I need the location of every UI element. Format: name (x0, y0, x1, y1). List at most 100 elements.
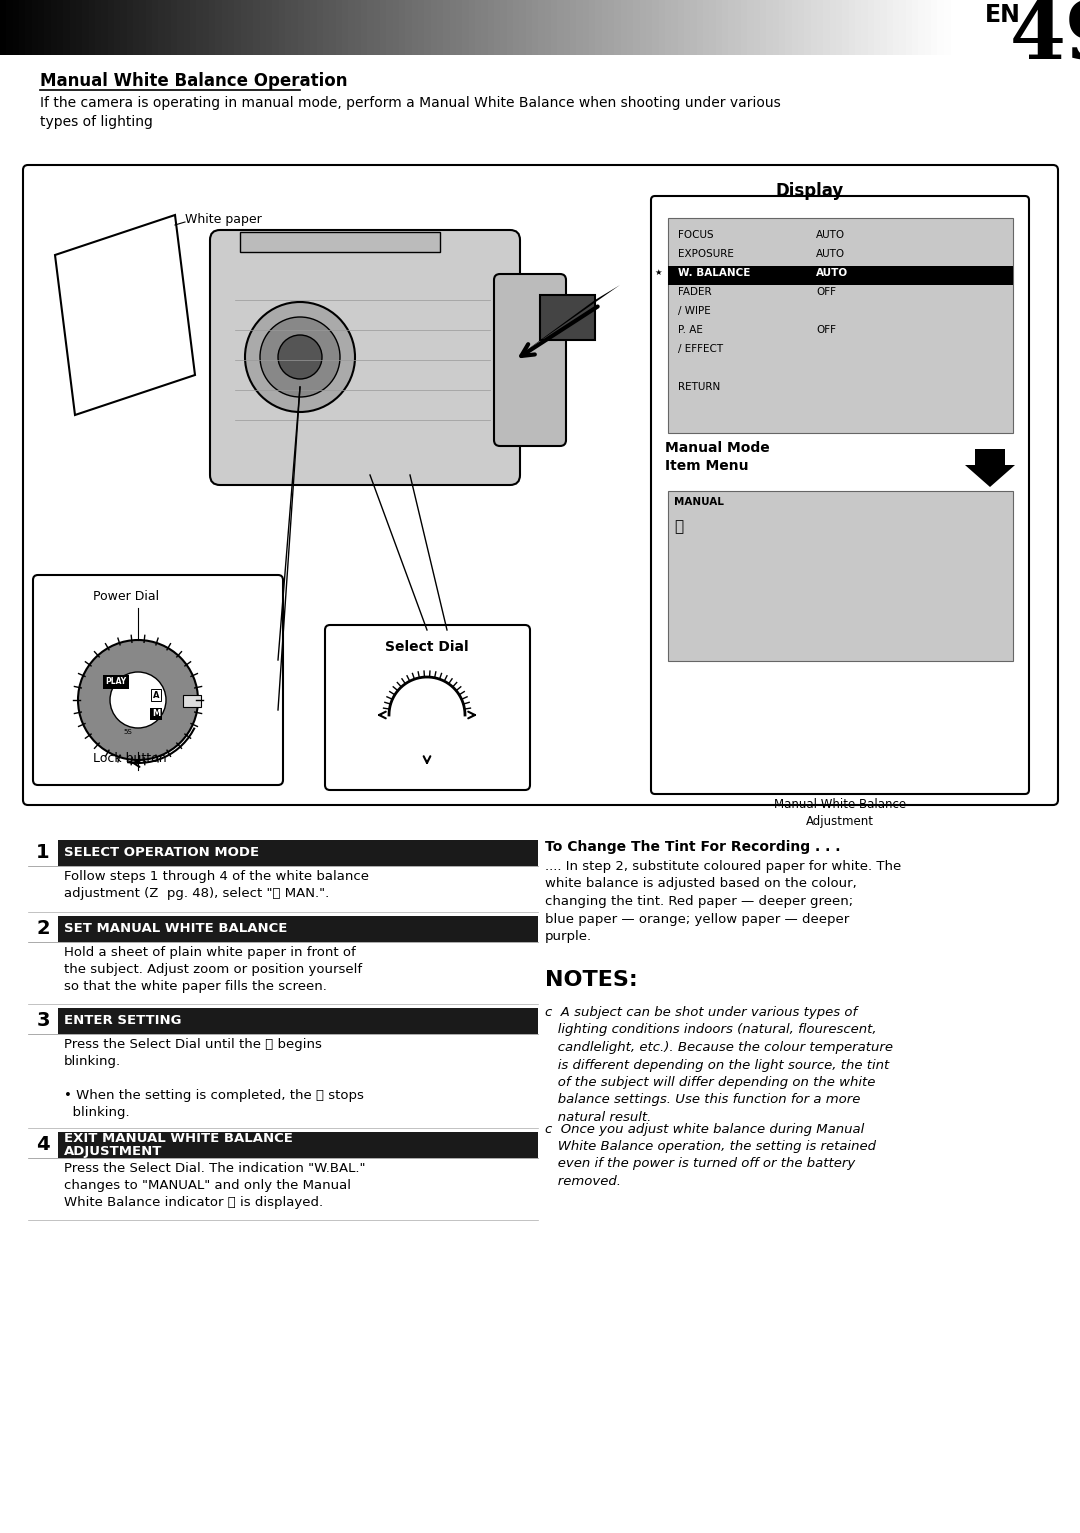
Bar (475, 0, 483, 55)
Bar (329, 0, 337, 55)
Bar (760, 0, 767, 55)
Bar (665, 0, 673, 55)
Text: M: M (152, 710, 160, 719)
Bar (342, 0, 349, 55)
Bar (862, 0, 868, 55)
Bar (880, 0, 888, 55)
Bar (28, 840, 58, 866)
Text: Item Menu: Item Menu (665, 458, 748, 474)
Text: Power Dial: Power Dial (93, 590, 159, 602)
Bar (723, 0, 729, 55)
Polygon shape (55, 215, 195, 415)
Bar (842, 0, 850, 55)
Bar (482, 0, 488, 55)
Bar (931, 0, 939, 55)
Bar (303, 0, 311, 55)
Bar (259, 0, 267, 55)
Bar (354, 0, 362, 55)
Bar (431, 0, 438, 55)
FancyBboxPatch shape (494, 274, 566, 446)
Text: If the camera is operating in manual mode, perform a Manual White Balance when s: If the camera is operating in manual mod… (40, 97, 781, 129)
Bar (836, 0, 843, 55)
Bar (849, 0, 856, 55)
Bar (669, 218, 1013, 432)
Text: AUTO: AUTO (816, 248, 846, 259)
Bar (646, 0, 653, 55)
Bar (411, 0, 419, 55)
Text: W. BALANCE: W. BALANCE (678, 268, 751, 277)
Bar (577, 0, 583, 55)
Bar (767, 0, 773, 55)
Bar (519, 0, 527, 55)
Bar (76, 0, 83, 55)
Text: Manual White Balance Operation: Manual White Balance Operation (40, 72, 348, 90)
Bar (608, 0, 616, 55)
Bar (811, 0, 818, 55)
Bar (0, 0, 8, 55)
Bar (728, 0, 735, 55)
Text: ␇: ␇ (674, 520, 684, 533)
Text: 49: 49 (1010, 0, 1080, 77)
Text: c  A subject can be shot under various types of
   lighting conditions indoors (: c A subject can be shot under various ty… (545, 1006, 893, 1124)
Bar (798, 0, 806, 55)
Bar (38, 0, 45, 55)
Bar (146, 0, 153, 55)
Text: Display: Display (775, 182, 845, 199)
Bar (488, 0, 495, 55)
Text: 4: 4 (37, 1136, 50, 1154)
Text: White paper: White paper (185, 213, 261, 225)
Bar (690, 0, 698, 55)
Bar (874, 0, 881, 55)
Text: Follow steps 1 through 4 of the white balance
adjustment (Z  pg. 48), select "␇ : Follow steps 1 through 4 of the white ba… (64, 871, 369, 900)
Bar (361, 0, 368, 55)
Bar (203, 0, 210, 55)
Bar (570, 0, 578, 55)
Bar (316, 0, 324, 55)
Bar (139, 0, 147, 55)
Bar (210, 0, 216, 55)
Text: EXPOSURE: EXPOSURE (678, 248, 734, 259)
Bar (589, 0, 596, 55)
Bar (152, 0, 160, 55)
Bar (627, 0, 634, 55)
Text: Press the Select Dial. The indication "W.BAL."
changes to "MANUAL" and only the : Press the Select Dial. The indication "W… (64, 1162, 365, 1210)
Bar (266, 0, 273, 55)
Circle shape (260, 317, 340, 397)
Bar (540, 294, 595, 340)
Text: / WIPE: / WIPE (678, 307, 711, 316)
Text: MANUAL: MANUAL (674, 497, 724, 507)
Bar (95, 0, 103, 55)
Bar (672, 0, 678, 55)
Bar (621, 0, 627, 55)
FancyBboxPatch shape (651, 196, 1029, 794)
Bar (298, 0, 305, 55)
Bar (25, 0, 32, 55)
Bar (677, 0, 685, 55)
Bar (918, 0, 926, 55)
Bar (323, 0, 330, 55)
Bar (57, 0, 65, 55)
Circle shape (245, 302, 355, 412)
Bar (906, 0, 913, 55)
Bar (393, 0, 400, 55)
Bar (615, 0, 622, 55)
Text: OFF: OFF (816, 325, 836, 336)
Bar (716, 0, 723, 55)
Bar (526, 0, 534, 55)
Bar (374, 0, 381, 55)
FancyBboxPatch shape (325, 625, 530, 789)
Bar (494, 0, 501, 55)
Text: Hold a sheet of plain white paper in front of
the subject. Adjust zoom or positi: Hold a sheet of plain white paper in fro… (64, 946, 362, 993)
Bar (595, 0, 603, 55)
Text: SELECT OPERATION MODE: SELECT OPERATION MODE (64, 846, 259, 860)
Text: PLAY: PLAY (106, 678, 126, 687)
Bar (240, 231, 440, 251)
Bar (108, 0, 114, 55)
FancyBboxPatch shape (210, 230, 519, 484)
Text: RETURN: RETURN (678, 382, 720, 392)
Bar (28, 1131, 58, 1157)
Bar (177, 0, 185, 55)
Circle shape (278, 336, 322, 379)
Text: .... In step 2, substitute coloured paper for white. The
white balance is adjust: .... In step 2, substitute coloured pape… (545, 860, 901, 943)
Bar (159, 0, 165, 55)
